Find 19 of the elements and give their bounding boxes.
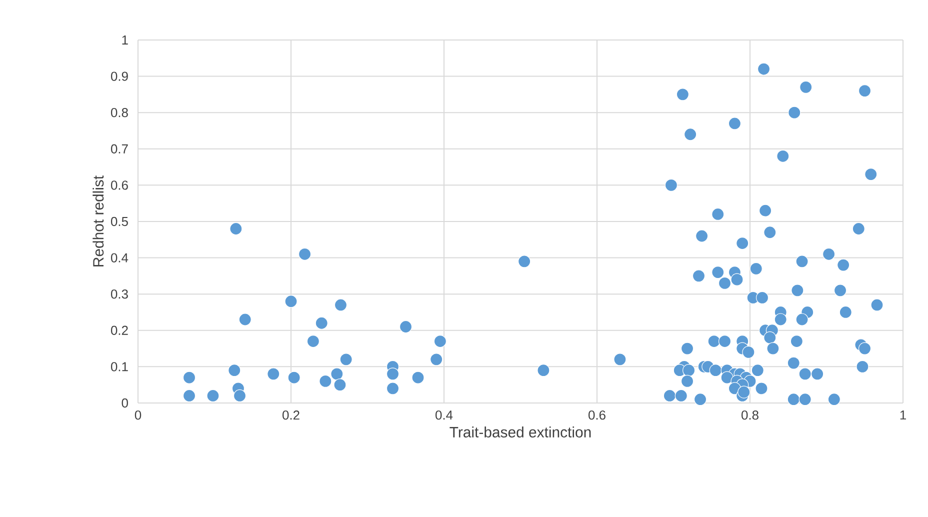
y-tick-label: 0 xyxy=(122,398,128,408)
y-tick-label: 0.7 xyxy=(110,144,128,154)
y-tick-label: 0.8 xyxy=(110,108,128,118)
y-tick-label: 0.1 xyxy=(110,362,128,372)
x-tick-label: 0.6 xyxy=(588,410,606,420)
y-tick-label: 0.6 xyxy=(110,180,128,190)
y-tick-label: 1 xyxy=(122,36,128,44)
y-tick-label: 0.3 xyxy=(110,289,128,299)
y-tick-label: 0.4 xyxy=(110,253,128,262)
x-tick-label: 0.4 xyxy=(436,410,453,420)
x-tick-label: 0.8 xyxy=(742,410,758,420)
y-axis-title: Redhot redlist xyxy=(92,176,104,266)
x-tick-label: 0 xyxy=(134,410,142,420)
y-tick-label: 0.9 xyxy=(110,72,128,81)
x-tick-label: 1 xyxy=(900,410,906,420)
y-tick-label: 0.2 xyxy=(110,326,128,335)
x-axis-title: Trait-based extinction xyxy=(450,426,591,438)
y-tick-label: 0.5 xyxy=(110,216,128,226)
x-tick-label: 0.2 xyxy=(282,410,300,420)
